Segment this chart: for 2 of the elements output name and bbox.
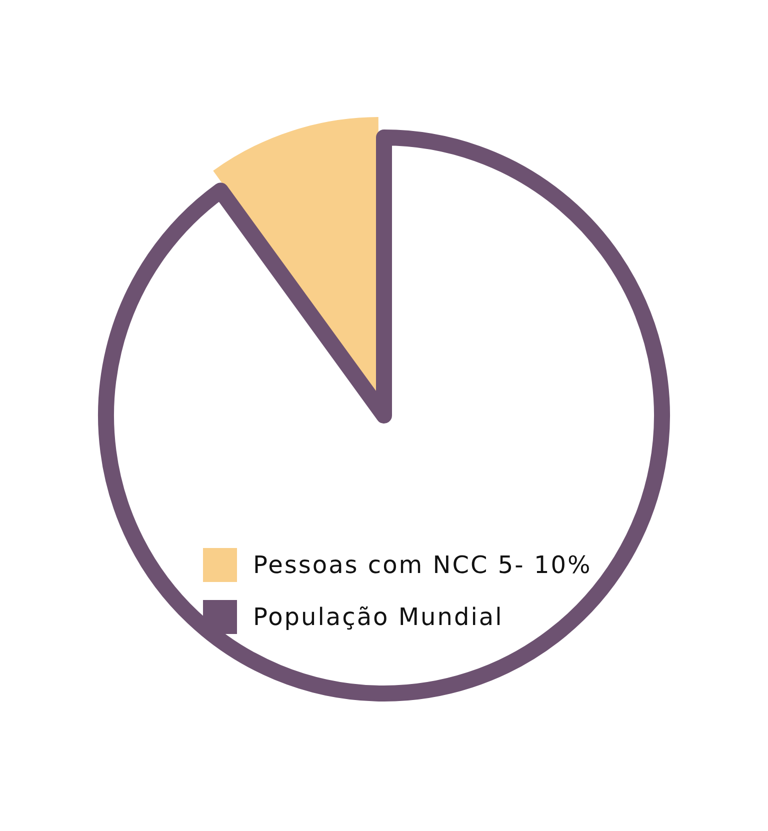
legend-label: População Mundial [253, 603, 504, 631]
legend-label: Pessoas com NCC 5- 10% [253, 551, 592, 579]
